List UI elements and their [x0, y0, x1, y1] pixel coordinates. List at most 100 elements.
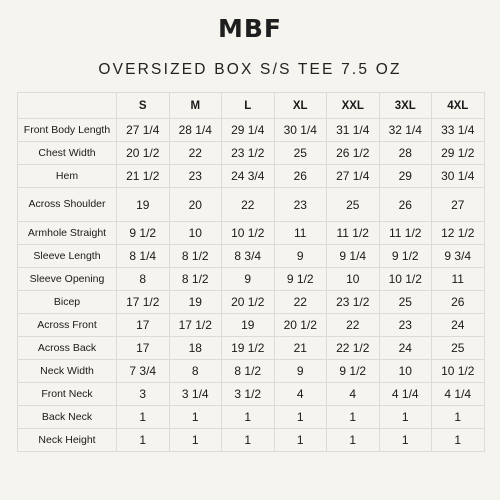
measurement-cell: 3 1/2 — [221, 382, 275, 406]
measurement-cell: 11 1/2 — [378, 221, 432, 245]
measurement-cell: 22 — [326, 313, 380, 337]
measurement-cell: 9 1/2 — [378, 244, 432, 268]
measurement-cell: 22 — [168, 141, 222, 165]
measurement-cell: 21 — [273, 336, 327, 360]
measurement-cell: 11 — [431, 267, 485, 291]
size-header: L — [221, 92, 275, 119]
measurement-cell: 23 1/2 — [221, 141, 275, 165]
measurement-cell: 1 — [168, 405, 222, 429]
measurement-cell: 25 — [326, 187, 380, 222]
size-chart-table: S M L XL XXL 3XL 4XL Front Body Length 27… — [17, 92, 485, 452]
measurement-cell: 1 — [273, 428, 327, 452]
measurement-cell: 17 1/2 — [116, 290, 170, 314]
measurement-cell: 25 — [273, 141, 327, 165]
row-label: Neck Width — [17, 359, 117, 383]
measurement-cell: 1 — [221, 428, 275, 452]
table-row: Across Back 17 18 19 1/2 21 22 1/2 24 25 — [17, 336, 485, 360]
measurement-cell: 20 1/2 — [273, 313, 327, 337]
measurement-cell: 28 1/4 — [168, 118, 222, 142]
measurement-cell: 8 1/2 — [221, 359, 275, 383]
row-label: Across Front — [17, 313, 117, 337]
measurement-cell: 4 — [326, 382, 380, 406]
measurement-cell: 17 — [116, 336, 170, 360]
product-title: OVERSIZED BOX S/S TEE 7.5 OZ — [98, 61, 402, 78]
measurement-cell: 25 — [378, 290, 432, 314]
measurement-cell: 23 1/2 — [326, 290, 380, 314]
measurement-cell: 23 — [378, 313, 432, 337]
table-row: Chest Width 20 1/2 22 23 1/2 25 26 1/2 28 29 1/… — [17, 141, 485, 165]
measurement-cell: 9 1/2 — [273, 267, 327, 291]
table-row: Sleeve Opening 8 8 1/2 9 9 1/2 10 10 1/2 11 — [17, 267, 485, 291]
measurement-cell: 9 — [273, 244, 327, 268]
measurement-cell: 24 — [378, 336, 432, 360]
size-header: 3XL — [378, 92, 432, 119]
measurement-cell: 29 1/4 — [221, 118, 275, 142]
measurement-cell: 19 — [116, 187, 170, 222]
measurement-cell: 3 — [116, 382, 170, 406]
row-label: Across Shoulder — [17, 187, 117, 222]
measurement-cell: 20 — [168, 187, 222, 222]
measurement-cell: 10 — [326, 267, 380, 291]
measurement-cell: 19 — [168, 290, 222, 314]
measurement-cell: 19 1/2 — [221, 336, 275, 360]
measurement-cell: 21 1/2 — [116, 164, 170, 188]
measurement-cell: 33 1/4 — [431, 118, 485, 142]
table-row: Neck Height 1 1 1 1 1 1 1 — [17, 428, 485, 452]
measurement-cell: 8 1/2 — [168, 267, 222, 291]
corner-cell — [17, 92, 117, 119]
measurement-cell: 1 — [273, 405, 327, 429]
measurement-cell: 29 1/2 — [431, 141, 485, 165]
measurement-cell: 22 — [273, 290, 327, 314]
measurement-cell: 9 — [221, 267, 275, 291]
measurement-cell: 24 — [431, 313, 485, 337]
row-label: Sleeve Length — [17, 244, 117, 268]
size-header: XL — [273, 92, 327, 119]
measurement-cell: 4 — [273, 382, 327, 406]
measurement-cell: 23 — [168, 164, 222, 188]
measurement-cell: 4 1/4 — [431, 382, 485, 406]
size-header: XXL — [326, 92, 380, 119]
table-row: Bicep 17 1/2 19 20 1/2 22 23 1/2 25 26 — [17, 290, 485, 314]
measurement-cell: 26 — [273, 164, 327, 188]
measurement-cell: 10 1/2 — [378, 267, 432, 291]
measurement-cell: 1 — [116, 405, 170, 429]
table-row: Armhole Straight 9 1/2 10 10 1/2 11 11 1/2 11 … — [17, 221, 485, 245]
measurement-cell: 1 — [116, 428, 170, 452]
size-header: S — [116, 92, 170, 119]
measurement-cell: 10 1/2 — [431, 359, 485, 383]
measurement-cell: 30 1/4 — [273, 118, 327, 142]
measurement-cell: 1 — [378, 405, 432, 429]
measurement-cell: 8 3/4 — [221, 244, 275, 268]
measurement-cell: 18 — [168, 336, 222, 360]
measurement-cell: 11 1/2 — [326, 221, 380, 245]
measurement-cell: 28 — [378, 141, 432, 165]
measurement-cell: 1 — [431, 428, 485, 452]
table-row: Sleeve Length 8 1/4 8 1/2 8 3/4 9 9 1/4 9 1/2 9… — [17, 244, 485, 268]
measurement-cell: 8 — [116, 267, 170, 291]
measurement-cell: 1 — [431, 405, 485, 429]
measurement-cell: 9 1/4 — [326, 244, 380, 268]
measurement-cell: 1 — [378, 428, 432, 452]
table-body: Front Body Length 27 1/4 28 1/4 29 1/4 30 1/… — [17, 118, 485, 452]
measurement-cell: 4 1/4 — [378, 382, 432, 406]
row-label: Sleeve Opening — [17, 267, 117, 291]
size-header: M — [168, 92, 222, 119]
measurement-cell: 26 1/2 — [326, 141, 380, 165]
measurement-cell: 31 1/4 — [326, 118, 380, 142]
row-label: Front Body Length — [17, 118, 117, 142]
table-row: Across Front 17 17 1/2 19 20 1/2 22 23 24 — [17, 313, 485, 337]
measurement-cell: 26 — [431, 290, 485, 314]
measurement-cell: 20 1/2 — [221, 290, 275, 314]
measurement-cell: 17 1/2 — [168, 313, 222, 337]
table-row: Front Body Length 27 1/4 28 1/4 29 1/4 30 1/… — [17, 118, 485, 142]
measurement-cell: 8 — [168, 359, 222, 383]
measurement-cell: 27 — [431, 187, 485, 222]
table-row: Hem 21 1/2 23 24 3/4 26 27 1/4 29 30 1/4 — [17, 164, 485, 188]
measurement-cell: 27 1/4 — [326, 164, 380, 188]
measurement-cell: 12 1/2 — [431, 221, 485, 245]
row-label: Chest Width — [17, 141, 117, 165]
measurement-cell: 23 — [273, 187, 327, 222]
measurement-cell: 10 — [168, 221, 222, 245]
row-label: Hem — [17, 164, 117, 188]
measurement-cell: 22 1/2 — [326, 336, 380, 360]
